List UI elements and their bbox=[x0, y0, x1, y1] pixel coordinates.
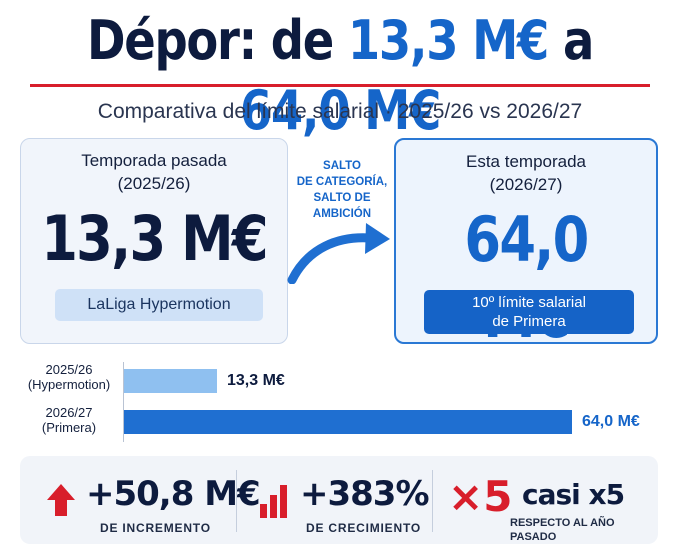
bar-chart-icon bbox=[260, 485, 287, 518]
current-season-title: Esta temporada bbox=[465, 152, 586, 171]
jump-caption-line3: SALTO DE bbox=[313, 192, 371, 204]
current-season-year: (2026/27) bbox=[489, 175, 563, 194]
bar-label-2025: 2025/26 (Hypermotion) bbox=[18, 362, 120, 392]
stats-divider bbox=[236, 470, 237, 532]
jump-caption-line4: AMBICIÓN bbox=[312, 208, 372, 220]
current-season-card: Esta temporada (2026/27) 64,0 M€ 10º lím… bbox=[394, 138, 658, 352]
current-season-label: Esta temporada (2026/27) bbox=[396, 150, 656, 196]
previous-season-card: Temporada pasada (2025/26) 13,3 M€ LaLig… bbox=[20, 138, 288, 344]
jump-arrow-icon bbox=[287, 223, 390, 284]
title-part2: a bbox=[548, 9, 594, 72]
bar-value-2026: 64,0 M€ bbox=[582, 413, 640, 430]
previous-season-league-badge: LaLiga Hypermotion bbox=[55, 289, 263, 321]
previous-season-value: 13,3 M€ bbox=[41, 202, 268, 275]
bar-value-2025: 13,3 M€ bbox=[227, 372, 285, 389]
stats-divider bbox=[432, 470, 433, 532]
jump-caption-line2: DE CATEGORÍA, bbox=[296, 176, 388, 188]
multiplier-label: RESPECTO AL AÑO PASADO bbox=[510, 517, 615, 543]
arrow-up-icon bbox=[47, 484, 75, 516]
jump-caption-line1: SALTO bbox=[323, 160, 361, 172]
multiplier-text: casi x5 bbox=[522, 478, 625, 511]
increment-label: DE INCREMENTO bbox=[100, 521, 211, 535]
previous-season-year: (2025/26) bbox=[117, 174, 191, 193]
bar-label-2025-league: (Hypermotion) bbox=[27, 377, 111, 392]
bar-label-2026-season: 2026/27 bbox=[45, 405, 93, 420]
page-title: Dépor: de 13,3 M€ a 64,0 M€ bbox=[48, 6, 633, 146]
subtitle: Comparativa del límite salarial · 2025/2… bbox=[97, 100, 583, 123]
rank-badge-line1: 10º límite salarial bbox=[472, 294, 586, 311]
multiplier-symbol: ×5 bbox=[448, 472, 513, 521]
bar-label-2026-league: (Primera) bbox=[41, 420, 97, 435]
title-old-value: 13,3 M€ bbox=[347, 9, 550, 72]
bar-label-2025-season: 2025/26 bbox=[45, 362, 93, 377]
previous-season-label: Temporada pasada (2025/26) bbox=[21, 149, 287, 195]
title-part1: Dépor: de bbox=[86, 9, 348, 72]
jump-caption: SALTO DE CATEGORÍA, SALTO DE AMBICIÓN bbox=[290, 158, 394, 222]
growth-value: +383% bbox=[300, 474, 430, 514]
title-new-value: 64,0 M€ bbox=[239, 79, 442, 142]
bar-axis bbox=[123, 362, 124, 442]
increment-value: +50,8 M€ bbox=[86, 474, 261, 514]
growth-label: DE CRECIMIENTO bbox=[306, 521, 421, 535]
title-underline bbox=[30, 84, 650, 87]
bar-2026 bbox=[124, 410, 572, 434]
current-season-rank-badge: 10º límite salarial de Primera bbox=[424, 290, 634, 334]
stats-panel: +50,8 M€ DE INCREMENTO +383% DE CRECIMIE… bbox=[20, 456, 658, 544]
bar-label-2026: 2026/27 (Primera) bbox=[18, 405, 120, 435]
previous-season-title: Temporada pasada bbox=[81, 151, 227, 170]
rank-badge-line2: de Primera bbox=[492, 313, 566, 330]
bar-2025 bbox=[124, 369, 217, 393]
